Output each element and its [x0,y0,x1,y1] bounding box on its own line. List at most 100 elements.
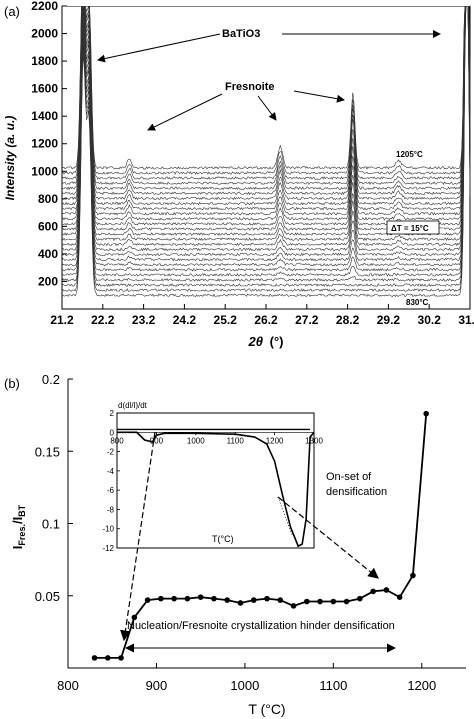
inset-series [117,428,315,548]
batio3-arrow-left [97,33,221,63]
xrd-pattern [61,5,471,237]
ratio-point [197,594,204,600]
ratio-point [144,597,151,603]
panel-b: (b) 0.05 0.1 0.15 0.2 800 900 1000 1100 1200 T … [4,372,466,717]
panel-b-label: (b) [4,376,20,391]
xrd-pattern [61,5,471,191]
xrd-pattern [61,5,471,231]
step-label-box [386,220,440,235]
a-x-tick-label: 24.2 [173,313,197,327]
onset-annotation-line2: densification [326,486,387,498]
ratio-point [410,572,416,579]
inset-x-tick-label: 900 [150,436,164,445]
xrd-patterns [61,0,471,297]
a-x-tick-label: 30.2 [418,313,442,327]
nucleation-arrow [120,431,156,642]
a-x-tick-label: 31.2 [458,313,474,327]
a-y-tick-label: 1000 [31,164,58,178]
inset-y-tick-label: -12 [102,544,114,553]
ratio-point [357,595,363,602]
panel-a-y-axis-label: Intensity (a. u.) [3,116,17,201]
a-x-tick-label: 29.2 [377,313,401,327]
y-label-sub1: Fres. [17,524,27,546]
ratio-point [131,614,138,621]
x-axis-theta: 2θ [248,334,263,349]
xrd-pattern [61,5,471,282]
inset-x-tick-label: 1200 [266,436,284,445]
fresnoite-arrow-1 [147,93,223,131]
ratio-point [184,595,191,602]
inset-y-axis-label: d(dl/l)/dt [118,401,148,410]
b-y-tick-label: 0.1 [42,517,60,532]
y-label-sub2: BT [17,504,27,516]
b-x-tick-label: 900 [146,678,168,693]
a-y-tick-label: 1800 [31,54,58,68]
xrd-pattern [61,5,471,201]
fresnoite-annotation: Fresnoite [225,81,275,93]
inset-x-tick-label: 1100 [227,436,245,445]
inset-x-tick-label: 1300 [305,436,323,445]
b-x-tick-label: 1000 [230,678,259,693]
xrd-pattern [61,5,471,196]
xrd-pattern [61,5,471,242]
onset-annotation-line1: On-set of [326,471,372,483]
xrd-pattern [61,5,471,180]
panel-a-x-ticks: 21.2 22.2 23.2 24.2 25.2 26.2 27.2 28.2 29.2 30.2… [50,304,474,327]
xrd-pattern [61,5,471,272]
a-x-tick-label: 28.2 [336,313,360,327]
ratio-point [304,598,310,605]
inset-x-tick-label: 800 [110,436,124,445]
step-label: ΔT = 15°C [391,224,429,233]
ratio-point [370,588,376,595]
xrd-pattern [61,5,471,292]
inset-y-tick-label: -4 [107,467,115,476]
panel-a: (a) 200 400 600 800 1000 1200 1400 1600 1800 2000… [3,0,474,349]
inset-y-tick-label: -2 [107,448,115,457]
ratio-point [343,598,350,605]
y-label-sep: /I [10,517,25,524]
a-y-tick-label: 1200 [31,137,58,151]
xrd-pattern [61,5,471,226]
xrd-pattern [61,5,471,247]
a-y-tick-label: 400 [38,247,58,261]
a-x-tick-label: 25.2 [214,313,238,327]
xrd-pattern [61,5,471,287]
inset-y-tick-label: -10 [102,525,114,534]
inset-y-tick-label: -6 [107,486,115,495]
panel-a-x-axis-label: 2θ (°) [248,334,284,349]
a-x-tick-label: 26.2 [254,313,278,327]
ratio-point [330,598,337,605]
a-x-tick-label: 27.2 [295,313,319,327]
panel-b-x-ticks: 800 900 1000 1100 1200 [57,663,436,693]
ratio-series [91,410,430,661]
a-x-tick-label: 23.2 [132,313,156,327]
b-x-tick-label: 800 [57,678,79,693]
inset-to-onset-dotted [277,496,293,536]
a-x-tick-label: 21.2 [50,313,74,327]
xrd-pattern [61,5,471,175]
a-y-tick-label: 2200 [31,0,58,13]
ratio-point [158,595,164,602]
xrd-pattern [61,5,471,206]
panel-a-label: (a) [4,4,20,19]
a-top-mask [62,0,470,6]
ratio-point [91,655,98,661]
xrd-pattern [61,5,471,185]
panel-b-y-ticks: 0.05 0.1 0.15 0.2 [35,372,73,604]
ratio-point [118,655,124,661]
xrd-pattern [61,5,471,277]
ratio-point [277,597,284,603]
fresnoite-arrow-2 [257,95,277,121]
inset-curve [117,431,315,548]
start-temperature-label: 830°C [406,298,429,307]
ratio-point [423,410,430,417]
x-axis-unit: (°) [270,334,284,349]
xrd-pattern [61,5,471,252]
xrd-pattern [61,5,471,257]
inset-y-tick-label: 0 [110,428,115,437]
ratio-point [105,655,111,661]
a-x-tick-label: 22.2 [91,313,115,327]
inset-y-tick-label: -8 [107,505,115,514]
a-y-tick-label: 200 [38,274,58,288]
a-y-tick-label: 2000 [31,27,58,41]
